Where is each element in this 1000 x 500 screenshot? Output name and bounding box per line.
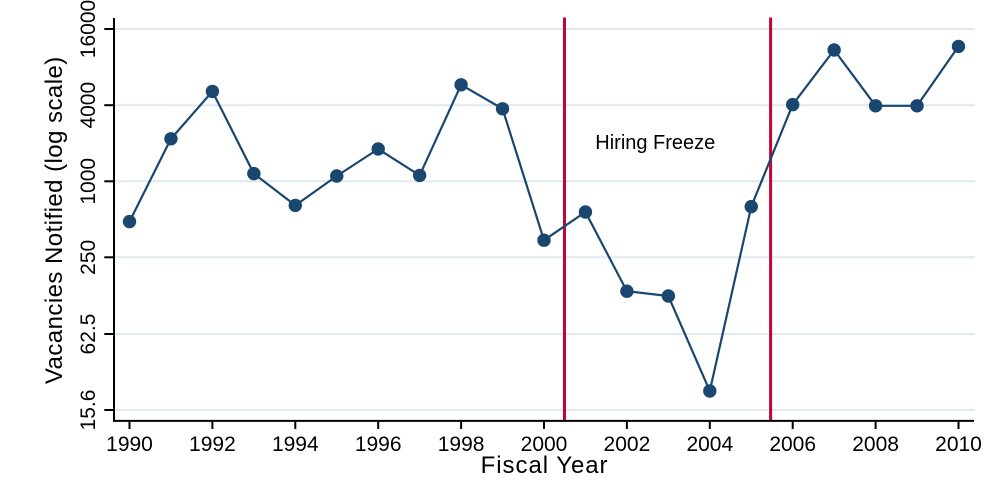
svg-text:2006: 2006 [769, 433, 816, 456]
svg-text:2008: 2008 [852, 433, 899, 456]
svg-text:1000: 1000 [77, 158, 100, 205]
svg-text:Vacancies Notified (log scale): Vacancies Notified (log scale) [41, 56, 68, 384]
svg-text:Hiring Freeze: Hiring Freeze [595, 132, 715, 154]
svg-text:15.6: 15.6 [77, 390, 100, 431]
svg-text:2004: 2004 [686, 433, 733, 456]
svg-text:2002: 2002 [604, 433, 651, 456]
svg-text:2010: 2010 [935, 433, 982, 456]
svg-text:16000: 16000 [77, 0, 100, 58]
svg-text:1994: 1994 [272, 433, 319, 456]
svg-text:62.5: 62.5 [77, 314, 100, 355]
svg-text:1998: 1998 [438, 433, 485, 456]
svg-text:1996: 1996 [355, 433, 402, 456]
svg-text:Fiscal Year: Fiscal Year [481, 452, 609, 479]
svg-text:4000: 4000 [77, 82, 100, 129]
svg-text:250: 250 [77, 240, 100, 275]
svg-text:1990: 1990 [106, 433, 153, 456]
svg-text:2000: 2000 [521, 433, 568, 456]
svg-text:1992: 1992 [189, 433, 236, 456]
